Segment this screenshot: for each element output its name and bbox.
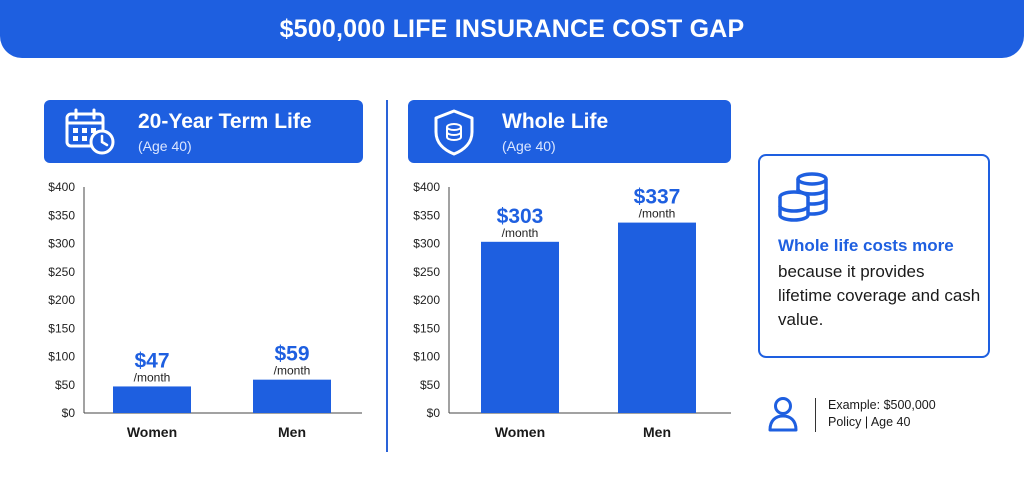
y-tick-label: $100: [413, 350, 440, 364]
y-tick-label: $250: [413, 265, 440, 279]
bar-men: [253, 379, 331, 413]
page-title: $500,000 LIFE INSURANCE COST GAP: [279, 14, 745, 43]
data-label-unit: /month: [639, 207, 676, 221]
x-tick-label: Men: [643, 424, 671, 440]
info-card: Whole life costs more because it provide…: [758, 154, 990, 358]
title-bar: $500,000 LIFE INSURANCE COST GAP: [0, 0, 1024, 58]
panel-title-term-life: 20-Year Term Life: [138, 110, 312, 133]
example-line-2: Policy | Age 40: [828, 415, 911, 429]
y-tick-label: $250: [48, 265, 75, 279]
info-heading: Whole life costs more: [778, 236, 954, 255]
data-label-value: $337: [634, 186, 681, 209]
y-tick-label: $200: [48, 293, 75, 307]
bar-women: [481, 241, 559, 413]
bar-women: [113, 386, 191, 413]
y-tick-label: $350: [413, 208, 440, 222]
person-icon: [768, 397, 798, 432]
data-label-unit: /month: [274, 364, 311, 378]
calendar-clock-icon: [65, 108, 115, 155]
example-note: Example: $500,000 Policy | Age 40: [768, 396, 1008, 436]
panel-header-term-life: 20-Year Term Life (Age 40): [44, 100, 363, 163]
y-tick-label: $0: [427, 406, 441, 420]
info-body: because it provides lifetime coverage an…: [778, 262, 981, 329]
shield-coins-icon: [434, 109, 474, 156]
y-tick-label: $100: [48, 350, 75, 364]
y-tick-label: $150: [48, 321, 75, 335]
coins-icon: [778, 172, 828, 222]
x-tick-label: Men: [278, 424, 306, 440]
y-tick-label: $300: [413, 237, 440, 251]
example-line-1: Example: $500,000: [828, 398, 936, 412]
x-tick-label: Women: [127, 424, 177, 440]
panel-divider: [386, 100, 388, 452]
panel-subtitle-whole-life: (Age 40): [502, 138, 556, 154]
example-separator: [815, 398, 816, 432]
y-tick-label: $200: [413, 293, 440, 307]
y-tick-label: $300: [48, 237, 75, 251]
x-tick-label: Women: [495, 424, 545, 440]
data-label-value: $59: [274, 343, 309, 366]
example-text: Example: $500,000 Policy | Age 40: [828, 397, 936, 431]
data-label-unit: /month: [134, 370, 171, 384]
data-label-value: $47: [134, 349, 169, 372]
bar-men: [618, 222, 696, 413]
y-tick-label: $0: [62, 406, 76, 420]
data-label-value: $303: [497, 205, 544, 228]
panel-header-whole-life: Whole Life (Age 40): [408, 100, 731, 163]
panel-subtitle-term-life: (Age 40): [138, 138, 192, 154]
y-tick-label: $400: [48, 180, 75, 194]
y-tick-label: $50: [420, 378, 440, 392]
y-tick-label: $50: [55, 378, 75, 392]
y-tick-label: $350: [48, 208, 75, 222]
y-tick-label: $150: [413, 321, 440, 335]
panel-title-whole-life: Whole Life: [502, 110, 609, 133]
data-label-unit: /month: [502, 226, 539, 240]
y-tick-label: $400: [413, 180, 440, 194]
